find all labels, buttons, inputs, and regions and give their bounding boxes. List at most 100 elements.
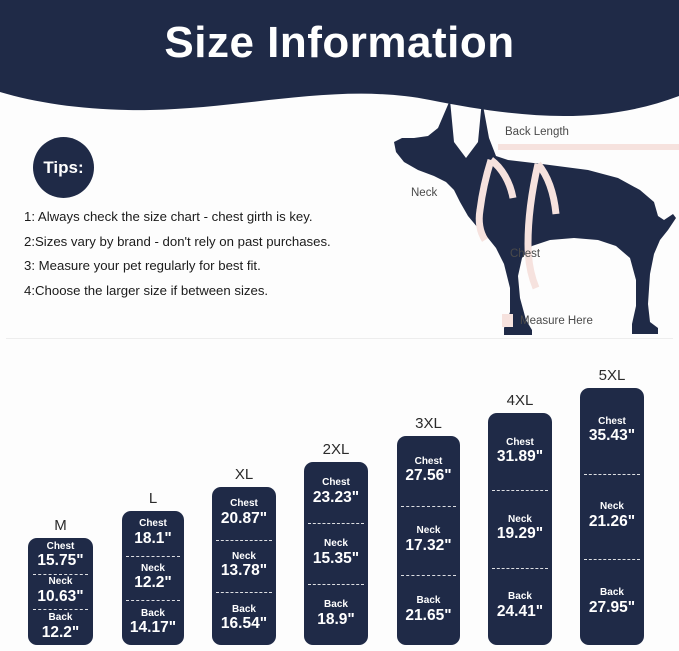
measure-value: 35.43"	[588, 427, 636, 445]
size-bar-l: Chest 18.1" Neck 12.2" Back 14.17"	[122, 511, 184, 645]
measure-key: Back	[141, 607, 165, 619]
measure-row-chest: Chest 27.56"	[397, 436, 460, 506]
section-divider	[6, 338, 673, 339]
measure-key: Back	[324, 599, 348, 611]
measure-key: Back	[600, 587, 624, 599]
measure-value: 18.9"	[317, 610, 355, 628]
measure-key: Neck	[48, 576, 73, 588]
measure-value: 19.29"	[496, 525, 544, 543]
tips-badge-label: Tips:	[43, 157, 84, 177]
measure-row-chest: Chest 35.43"	[580, 388, 644, 474]
measure-key: Neck	[141, 562, 165, 574]
measure-row-back: Back 21.65"	[397, 575, 460, 645]
size-column-xl: XL Chest 20.87" Neck 13.78" Back 16.54"	[212, 466, 276, 645]
measure-key: Back	[48, 612, 73, 624]
measure-row-back: Back 18.9"	[304, 584, 368, 645]
size-bar-m: Chest 15.75" Neck 10.63" Back 12.2"	[28, 538, 93, 645]
measure-key: Chest	[139, 518, 167, 530]
dog-measurement-diagram: Back Length Neck Chest Measure Here	[392, 98, 679, 338]
measure-value: 27.56"	[405, 467, 452, 485]
measure-value: 10.63"	[37, 587, 84, 605]
tip-item-3: 3: Measure your pet regularly for best f…	[24, 258, 261, 273]
size-label-m: M	[54, 517, 67, 534]
measure-value: 24.41"	[496, 602, 544, 620]
measure-value: 12.2"	[134, 574, 172, 592]
tip-item-1: 1: Always check the size chart - chest g…	[24, 209, 313, 224]
measure-row-chest: Chest 31.89"	[488, 413, 552, 490]
diagram-label-back-length: Back Length	[505, 126, 569, 138]
measure-value: 21.65"	[405, 606, 452, 624]
measure-row-chest: Chest 23.23"	[304, 462, 368, 523]
size-label-2xl: 2XL	[322, 441, 350, 458]
measure-row-neck: Neck 10.63"	[28, 573, 93, 610]
measure-here-swatch-icon	[502, 314, 513, 327]
measure-key: Chest	[506, 436, 534, 448]
size-label-3xl: 3XL	[415, 415, 442, 432]
tip-item-4: 4:Choose the larger size if between size…	[24, 282, 269, 298]
size-bar-3xl: Chest 27.56" Neck 17.32" Back 21.65"	[397, 436, 460, 645]
measure-row-neck: Neck 21.26"	[580, 473, 644, 560]
size-column-3xl: 3XL Chest 27.56" Neck 17.32" Back 21.65"	[397, 415, 460, 645]
measure-key: Chest	[322, 477, 350, 489]
measure-here-label: Measure Here	[520, 314, 593, 327]
measure-key: Back	[416, 595, 441, 607]
measure-value: 21.26"	[588, 512, 636, 530]
measure-value: 31.89"	[496, 448, 544, 466]
measure-key: Chest	[230, 498, 258, 510]
size-label-4xl: 4XL	[506, 392, 534, 409]
measure-row-neck: Neck 15.35"	[304, 523, 368, 584]
measure-value: 20.87"	[220, 509, 268, 527]
measure-key: Chest	[46, 540, 75, 552]
size-column-l: L Chest 18.1" Neck 12.2" Back 14.17"	[122, 490, 184, 645]
measure-value: 13.78"	[220, 562, 268, 580]
size-bar-2xl: Chest 23.23" Neck 15.35" Back 18.9"	[304, 462, 368, 645]
measure-row-neck: Neck 12.2"	[122, 555, 184, 601]
measure-key: Neck	[600, 501, 624, 513]
tip-item-2: 2:Sizes vary by brand - don't rely on pa…	[24, 233, 331, 249]
tips-badge: Tips:	[33, 137, 94, 198]
measure-row-chest: Chest 20.87"	[212, 487, 276, 540]
measure-value: 15.75"	[37, 552, 84, 570]
tips-list: 1: Always check the size chart - chest g…	[24, 205, 384, 303]
diagram-label-chest: Chest	[510, 248, 541, 260]
size-bar-chart: M Chest 15.75" Neck 10.63" Back 12.2" L Chest 18.…	[0, 345, 679, 651]
size-label-5xl: 5XL	[598, 367, 626, 384]
size-label-l: L	[148, 490, 158, 507]
size-bar-xl: Chest 20.87" Neck 13.78" Back 16.54"	[212, 487, 276, 645]
back-length-measure-bar	[498, 144, 679, 150]
dog-silhouette-icon	[394, 100, 679, 335]
measure-key: Neck	[508, 513, 532, 525]
page-title: Size Information	[164, 18, 515, 67]
measure-row-chest: Chest 15.75"	[28, 538, 93, 574]
header-banner: Size Information	[0, 0, 679, 140]
measure-here-legend: Measure Here	[502, 314, 593, 327]
measure-value: 27.95"	[588, 598, 636, 616]
size-bar-4xl: Chest 31.89" Neck 19.29" Back 24.41"	[488, 413, 552, 645]
measure-value: 17.32"	[405, 536, 452, 554]
measure-key: Neck	[416, 525, 441, 537]
measure-row-chest: Chest 18.1"	[122, 511, 184, 556]
measure-value: 14.17"	[129, 619, 177, 637]
size-bar-5xl: Chest 35.43" Neck 21.26" Back 27.95"	[580, 388, 644, 645]
measure-row-back: Back 12.2"	[28, 609, 93, 645]
size-column-m: M Chest 15.75" Neck 10.63" Back 12.2"	[28, 517, 93, 645]
measure-value: 12.2"	[41, 623, 80, 641]
measure-row-back: Back 16.54"	[212, 592, 276, 645]
measure-key: Neck	[232, 550, 256, 562]
measure-row-back: Back 14.17"	[122, 600, 184, 645]
measure-row-back: Back 24.41"	[488, 567, 552, 645]
measure-key: Neck	[324, 538, 348, 550]
size-column-5xl: 5XL Chest 35.43" Neck 21.26" Back 27.95"	[580, 367, 644, 645]
diagram-label-neck: Neck	[411, 187, 438, 199]
measure-value: 18.1"	[134, 529, 172, 547]
measure-row-neck: Neck 19.29"	[488, 490, 552, 567]
measure-key: Back	[508, 591, 532, 603]
measure-row-back: Back 27.95"	[580, 559, 644, 645]
measure-key: Chest	[598, 415, 626, 427]
measure-value: 23.23"	[312, 488, 360, 506]
size-label-xl: XL	[234, 466, 254, 483]
measure-value: 15.35"	[312, 549, 360, 567]
measure-key: Chest	[414, 455, 443, 467]
measure-key: Back	[232, 603, 256, 615]
